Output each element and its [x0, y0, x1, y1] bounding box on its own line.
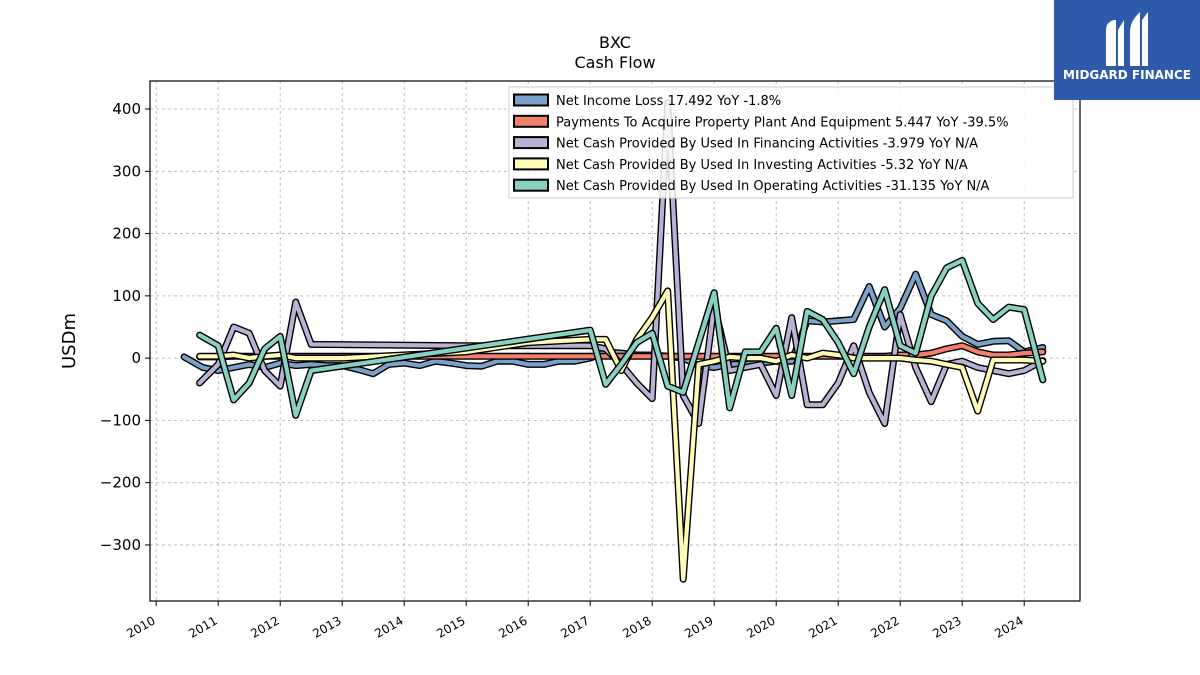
legend-label: Payments To Acquire Property Plant And E…	[556, 115, 1009, 130]
legend: Net Income Loss 17.492 YoY -1.8% Payments…	[508, 86, 1074, 199]
y-tick-label: −100	[100, 411, 141, 429]
y-axis: 400 300 200 100 0 −100 −200 −300	[100, 100, 150, 554]
series-4	[196, 256, 1047, 419]
legend-label: Net Cash Provided By Used In Operating A…	[556, 179, 990, 194]
series-line	[197, 258, 1045, 418]
plot-frame	[149, 80, 1081, 602]
legend-swatch	[513, 157, 549, 171]
legend-swatch	[513, 178, 549, 192]
chart-subtitle: Cash Flow	[574, 53, 655, 72]
series-line	[197, 100, 1045, 426]
y-axis-label: USDm	[59, 313, 80, 369]
y-tick-label: −200	[100, 474, 141, 492]
logo-mark-icon	[1054, 0, 1200, 100]
midgard-finance-logo: MIDGARD FINANCE	[1054, 0, 1200, 100]
legend-label: Net Cash Provided By Used In Financing A…	[556, 137, 978, 152]
legend-swatch	[513, 136, 549, 150]
y-tick-label: 200	[112, 225, 141, 243]
y-tick-label: 0	[131, 349, 141, 367]
y-tick-label: 400	[112, 100, 141, 118]
y-tick-label: 300	[112, 162, 141, 180]
legend-label: Net Income Loss 17.492 YoY -1.8%	[556, 94, 781, 109]
y-tick-label: −300	[100, 536, 141, 554]
y-tick-label: 100	[112, 287, 141, 305]
legend-swatch	[513, 114, 549, 128]
legend-swatch	[513, 93, 549, 107]
chart-title: BXC	[599, 33, 631, 52]
legend-box	[508, 86, 1074, 199]
series-2	[196, 99, 1047, 427]
legend-label: Net Cash Provided By Used In Investing A…	[556, 158, 968, 173]
logo-text: MIDGARD FINANCE	[1063, 68, 1191, 82]
series-layer	[180, 99, 1047, 583]
